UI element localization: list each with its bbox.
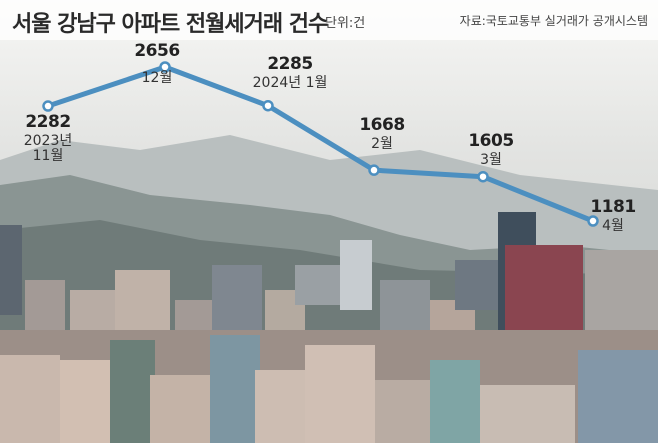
value-label: 2282 (25, 112, 71, 133)
marker (587, 215, 599, 227)
category-label: 2023년 11월 (23, 133, 73, 164)
value-label: 2285 (267, 53, 313, 74)
marker (42, 100, 54, 112)
source-note: 자료:국토교통부 실거래가 공개시스템 (459, 14, 648, 28)
value-label: 1181 (590, 197, 636, 217)
marker (262, 99, 274, 112)
value-label: 1605 (468, 130, 514, 151)
marker (159, 61, 171, 73)
value-label: 1668 (359, 115, 405, 136)
line (47, 64, 594, 224)
chart-title: 서울 강남구 아파트 전월세거래 건수 (12, 12, 328, 37)
category-label: 12월 (141, 70, 173, 86)
category-label: 2024년 1월 (252, 74, 328, 91)
marker (477, 170, 489, 183)
category-label: 3월 (480, 151, 502, 168)
category-label: 4월 (602, 218, 624, 234)
category-label: 2월 (371, 136, 393, 153)
value-label: 2656 (134, 41, 180, 61)
unit-label: 단위:건 (325, 16, 366, 31)
marker (368, 164, 380, 176)
